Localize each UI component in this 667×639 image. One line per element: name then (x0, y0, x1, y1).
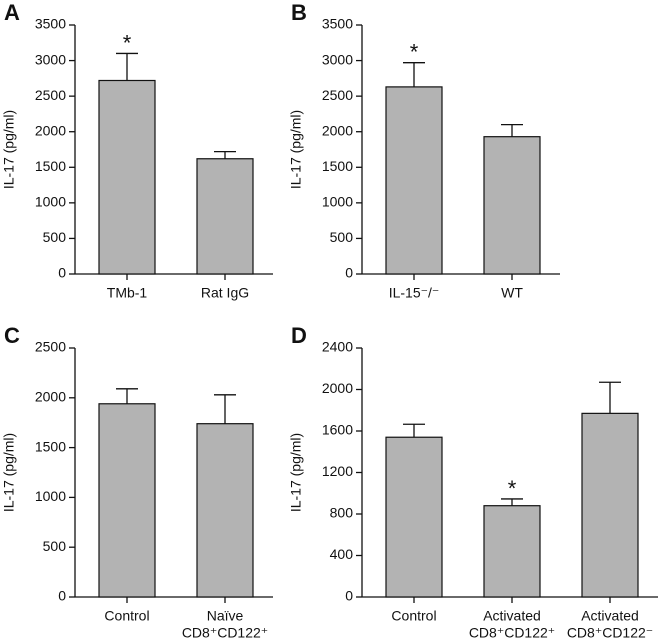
x-tick-label: Naïve (207, 608, 244, 624)
x-tick-label: IL-15⁻/⁻ (389, 285, 440, 301)
y-tick-label: 0 (58, 265, 66, 281)
y-tick-label: 500 (43, 538, 67, 554)
y-tick-label: 1600 (322, 422, 353, 438)
y-tick-label: 1000 (35, 194, 66, 210)
y-tick-label: 400 (330, 546, 354, 562)
x-tick-label: CD8⁺CD122⁺ (469, 625, 555, 639)
x-tick-label: WT (501, 285, 523, 301)
x-tick-label: CD8⁺CD122⁺ (182, 625, 268, 639)
panel-letter: A (4, 0, 20, 25)
y-tick-label: 0 (345, 588, 353, 604)
y-tick-label: 3000 (322, 51, 353, 67)
y-tick-label: 2000 (322, 122, 353, 138)
y-tick-label: 1200 (322, 463, 353, 479)
y-axis-label: IL-17 (pg/ml) (1, 433, 17, 512)
bar (483, 136, 541, 275)
bar (385, 436, 443, 598)
y-tick-label: 0 (58, 588, 66, 604)
panel-letter: B (291, 0, 307, 25)
y-tick-label: 2400 (322, 339, 353, 355)
bar (98, 79, 156, 275)
panel-letter: C (4, 323, 20, 348)
bar (385, 86, 443, 275)
significance-mark: * (410, 40, 419, 65)
x-tick-label: Rat IgG (201, 285, 249, 301)
bar (196, 423, 254, 598)
y-tick-label: 1500 (35, 158, 66, 174)
y-tick-label: 3000 (35, 51, 66, 67)
significance-mark: * (123, 30, 132, 55)
bar (581, 412, 639, 598)
y-tick-label: 2500 (322, 87, 353, 103)
y-tick-label: 2000 (35, 389, 66, 405)
x-tick-label: Control (391, 608, 436, 624)
x-tick-label: CD8⁺CD122⁻ (567, 625, 653, 639)
y-axis-label: IL-17 (pg/ml) (288, 110, 304, 189)
significance-mark: * (508, 476, 517, 501)
x-tick-label: Activated (483, 608, 541, 624)
y-axis-label: IL-17 (pg/ml) (1, 110, 17, 189)
y-tick-label: 800 (330, 505, 354, 521)
y-tick-label: 2000 (322, 380, 353, 396)
x-tick-label: Control (104, 608, 149, 624)
y-tick-label: 2500 (35, 87, 66, 103)
y-tick-label: 2500 (35, 339, 66, 355)
y-axis-label: IL-17 (pg/ml) (288, 433, 304, 512)
y-tick-label: 3500 (322, 16, 353, 32)
bar (196, 158, 254, 275)
y-tick-label: 500 (43, 229, 67, 245)
y-tick-label: 500 (330, 229, 354, 245)
y-tick-label: 3500 (35, 16, 66, 32)
x-tick-label: Activated (581, 608, 639, 624)
y-tick-label: 1500 (35, 438, 66, 454)
y-tick-label: 2000 (35, 122, 66, 138)
y-tick-label: 1000 (322, 194, 353, 210)
bar (98, 403, 156, 598)
panel-letter: D (291, 323, 307, 348)
bar (483, 505, 541, 598)
x-tick-label: TMb-1 (107, 285, 148, 301)
y-tick-label: 0 (345, 265, 353, 281)
y-tick-label: 1000 (35, 488, 66, 504)
y-tick-label: 1500 (322, 158, 353, 174)
